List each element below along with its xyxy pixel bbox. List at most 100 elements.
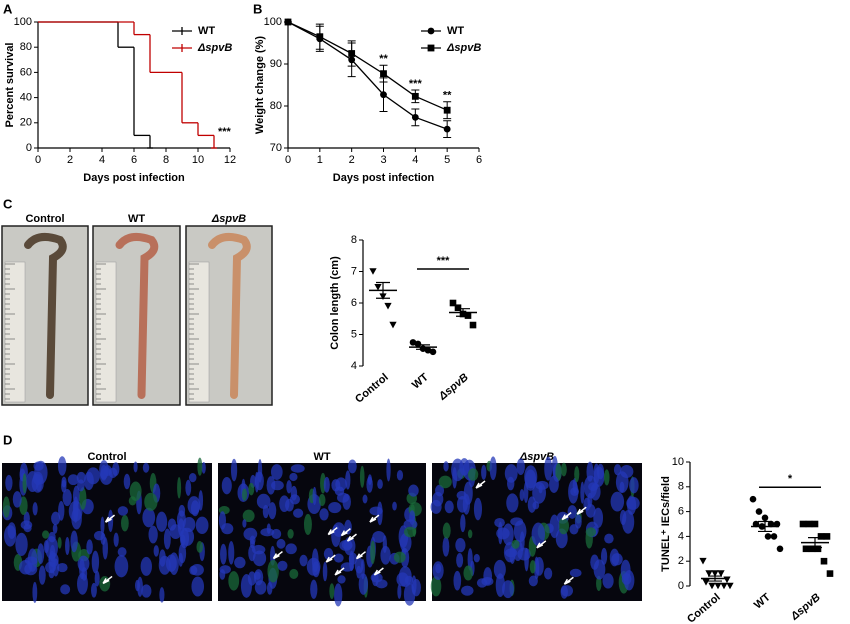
tissue <box>253 569 264 586</box>
tissue <box>461 585 474 596</box>
tissue <box>169 524 182 540</box>
tissue <box>142 462 150 473</box>
tissue <box>32 581 38 604</box>
tissue <box>58 500 65 521</box>
tissue <box>443 461 449 472</box>
tissue <box>2 496 10 518</box>
y-tick-label: 40 <box>20 92 32 104</box>
ruler <box>4 261 26 403</box>
marker <box>723 576 731 584</box>
tissue <box>435 563 442 574</box>
tissue <box>544 567 553 580</box>
tissue <box>489 456 497 481</box>
tissue <box>502 580 514 599</box>
tissue <box>511 539 520 549</box>
marker <box>374 283 382 291</box>
significance-label: *** <box>437 255 451 267</box>
y-tick-label: 8 <box>678 481 684 493</box>
tissue <box>234 556 246 569</box>
x-tick-label: 10 <box>192 154 204 166</box>
tissue <box>290 464 305 473</box>
tissue <box>619 481 625 493</box>
tissue <box>392 501 397 511</box>
tissue <box>77 572 88 595</box>
tissue <box>219 569 226 580</box>
tissue <box>585 527 597 537</box>
tissue <box>372 530 386 543</box>
tissue <box>456 552 464 568</box>
tissue <box>242 519 247 528</box>
tissue <box>370 540 376 565</box>
sem-bar <box>758 520 772 533</box>
sem-bar <box>456 308 470 317</box>
tissue <box>191 576 205 597</box>
arrow <box>576 506 587 515</box>
tissue <box>185 479 192 496</box>
tissue <box>483 567 493 585</box>
tissue <box>79 558 85 580</box>
tissue <box>67 474 79 486</box>
tissue <box>334 486 345 496</box>
tissue <box>620 559 631 581</box>
tissue <box>218 511 227 530</box>
tissue <box>524 547 529 572</box>
marker <box>799 520 807 528</box>
arrow <box>334 567 345 576</box>
tissue <box>348 552 358 565</box>
tissue <box>156 511 168 532</box>
arrow <box>373 567 384 576</box>
tissue <box>371 572 379 587</box>
tissue <box>396 470 404 481</box>
tissue <box>91 582 97 598</box>
x-tick-label: 6 <box>476 154 482 166</box>
tissue <box>79 487 87 510</box>
tissue <box>12 491 22 508</box>
marker <box>429 348 437 356</box>
tissue <box>42 530 50 539</box>
tissue <box>340 562 354 572</box>
marker <box>424 346 432 354</box>
y-tick-label: 0 <box>26 142 32 154</box>
marker <box>348 50 356 57</box>
tissue <box>290 485 298 501</box>
tissue <box>117 547 127 557</box>
tissue <box>268 502 277 520</box>
y-tick-label: 10 <box>672 456 684 468</box>
tissue <box>228 571 240 591</box>
tissue <box>544 456 553 481</box>
tissue <box>142 507 156 528</box>
sem-bar <box>376 281 390 299</box>
tissue <box>507 476 515 491</box>
x-tick-label: 12 <box>224 154 236 166</box>
tissue <box>285 543 297 555</box>
tissue <box>549 514 560 539</box>
tissue <box>284 498 294 512</box>
tissue <box>333 553 344 563</box>
tissue <box>603 469 610 486</box>
arrow <box>325 554 336 563</box>
tissue <box>252 550 267 567</box>
tissue <box>593 466 605 487</box>
tissue <box>107 509 114 532</box>
marker <box>823 533 831 540</box>
marker <box>427 27 435 35</box>
tissue <box>444 500 454 514</box>
tissue <box>266 523 271 535</box>
tissue <box>62 488 72 507</box>
y-tick-label: 90 <box>270 58 282 70</box>
tissue <box>312 486 317 506</box>
marker <box>773 520 781 528</box>
tissue <box>468 468 479 481</box>
x-tick-label: 2 <box>67 154 73 166</box>
tissue <box>626 496 640 510</box>
tissue <box>15 532 28 557</box>
tissue <box>328 502 342 514</box>
arrow <box>272 550 283 560</box>
marker <box>717 570 725 577</box>
tissue <box>621 510 635 534</box>
tissue <box>481 464 487 480</box>
tissue <box>558 517 569 535</box>
tissue <box>57 562 68 573</box>
tissue <box>144 492 158 511</box>
tissue <box>408 484 419 497</box>
